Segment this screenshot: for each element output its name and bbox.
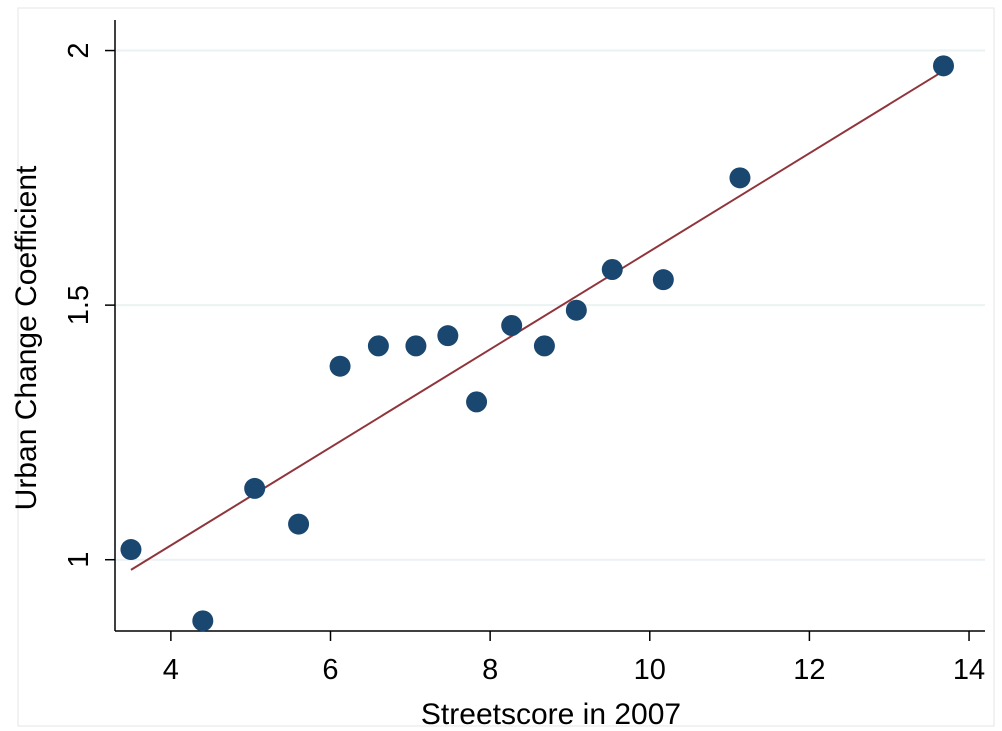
y-tick-label-2: 2	[63, 42, 95, 58]
y-tick-label-0: 1	[63, 552, 95, 568]
data-point-5	[367, 335, 389, 357]
data-point-9	[501, 315, 523, 336]
data-point-8	[466, 391, 488, 413]
y-axis-title: Urban Change Coefficient	[10, 165, 43, 510]
data-point-6	[405, 335, 427, 357]
x-tick-label-4: 12	[793, 654, 825, 686]
x-tick-label-3: 10	[634, 654, 666, 686]
x-tick-label-5: 14	[953, 654, 985, 686]
data-point-12	[601, 258, 623, 280]
data-point-15	[932, 55, 954, 77]
fit-line-layer	[130, 70, 945, 571]
grid-lines	[115, 49, 985, 561]
x-axis-title: Streetscore in 2007	[421, 698, 681, 731]
fit-line	[130, 70, 945, 571]
data-point-3	[288, 513, 310, 535]
plot-frame	[17, 7, 995, 727]
x-tick-label-0: 4	[163, 654, 179, 686]
data-point-1	[192, 610, 214, 632]
data-point-14	[729, 167, 751, 189]
data-point-10	[533, 335, 555, 357]
axes	[105, 20, 985, 641]
data-point-2	[244, 477, 266, 499]
y-tick-label-1: 1.5	[63, 285, 95, 325]
x-tick-label-2: 8	[482, 654, 498, 686]
data-point-13	[652, 269, 674, 291]
data-point-4	[329, 355, 351, 377]
data-point-0	[120, 539, 142, 561]
data-points	[120, 55, 954, 632]
tick-labels: 1 1.5 2 4 6 8 10 12 14	[63, 42, 985, 686]
data-point-11	[565, 299, 587, 321]
data-point-7	[437, 325, 459, 347]
x-tick-label-1: 6	[322, 654, 338, 686]
